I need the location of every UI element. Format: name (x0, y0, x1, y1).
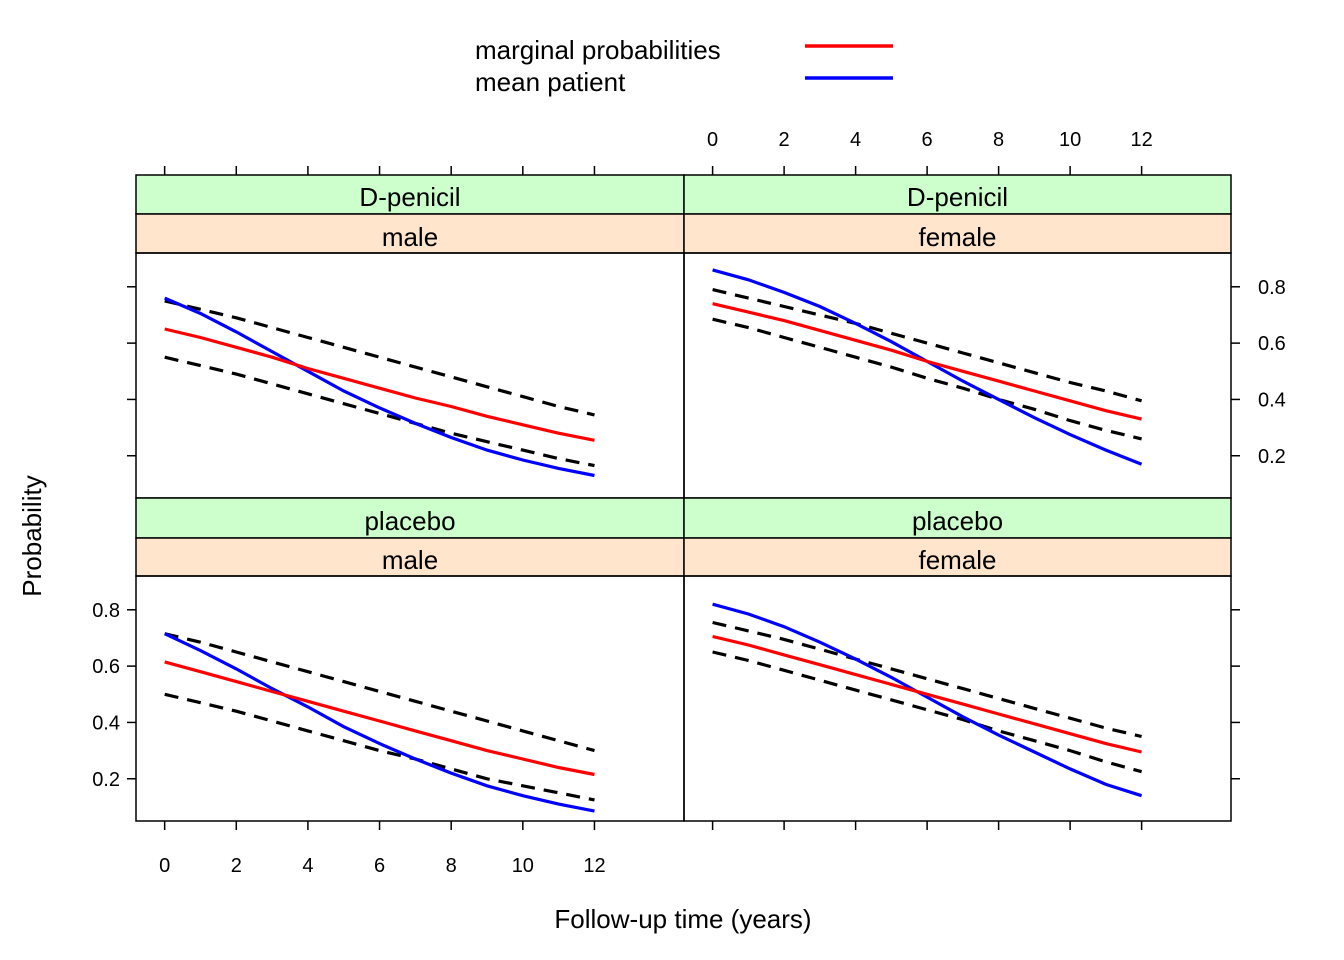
x-tick-label-top: 0 (707, 129, 718, 151)
legend-label-marginal: marginal probabilities (475, 35, 721, 65)
strip-outer (683, 174, 1232, 215)
strip-inner (683, 537, 1232, 577)
x-tick-label-top: 6 (922, 129, 933, 151)
series-upper (164, 299, 595, 417)
strip-inner (135, 213, 685, 254)
series-marginal-probabilities (164, 327, 595, 442)
strip-inner-label: male (382, 545, 438, 575)
x-tick-label-top: 2 (779, 129, 790, 151)
x-tick-label-top: 12 (1130, 129, 1152, 151)
x-tick-label-bottom: 2 (231, 855, 242, 877)
y-tick-label-right: 0.8 (1258, 277, 1286, 299)
x-tick-label-top: 10 (1059, 129, 1081, 151)
y-tick-label-left: 0.2 (92, 769, 120, 791)
x-tick-label-bottom: 0 (159, 855, 170, 877)
plot-area (683, 575, 1232, 822)
strip-outer-label: placebo (912, 506, 1003, 536)
strip-outer (135, 174, 685, 215)
x-tick-label-bottom: 4 (302, 855, 313, 877)
plot-area (135, 252, 685, 499)
panel-d-penicil-female: D-penicil female (683, 174, 1232, 499)
panel-placebo-male: placebo male (135, 497, 685, 822)
y-axis-title: Probability (17, 475, 47, 596)
series-lower (164, 692, 595, 802)
panel-d-penicil-male: D-penicil male (135, 174, 685, 499)
series-marginal-probabilities (164, 660, 595, 777)
y-tick-label-left: 0.4 (92, 712, 120, 734)
series-marginal-probabilities (712, 302, 1142, 421)
strip-outer-label: placebo (364, 506, 455, 536)
panels: D-penicilmaleD-penicilfemaleplacebomalep… (135, 174, 1232, 822)
series-mean-patient (164, 632, 595, 813)
strip-inner-label: female (918, 222, 996, 252)
strip-outer (683, 497, 1232, 539)
plot-area (683, 252, 1232, 499)
y-tick-label-right: 0.6 (1258, 333, 1286, 355)
legend-label-mean-patient: mean patient (475, 67, 626, 97)
x-axis-title: Follow-up time (years) (554, 904, 811, 934)
strip-outer-label: D-penicil (907, 182, 1008, 212)
series-mean-patient (712, 268, 1143, 466)
series-upper (712, 620, 1142, 739)
strip-outer-label: D-penicil (359, 182, 460, 212)
series-upper (164, 632, 595, 753)
x-tick-label-bottom: 10 (512, 855, 534, 877)
series-lower (712, 317, 1142, 441)
strip-inner-label: female (918, 545, 996, 575)
x-tick-label-top: 8 (993, 129, 1004, 151)
x-tick-label-bottom: 6 (374, 855, 385, 877)
y-tick-label-left: 0.6 (92, 656, 120, 678)
legend: marginal probabilities mean patient (475, 35, 893, 97)
y-tick-label-right: 0.2 (1258, 446, 1286, 468)
series-mean-patient (712, 602, 1143, 798)
series-marginal-probabilities (712, 634, 1142, 754)
x-tick-label-bottom: 8 (446, 855, 457, 877)
axis-ticks: 0 0 2 2 4 4 6 6 8 8 10 10 12 12 0.2 0.2 0.4 0.4 0.6 0.6 0.8 0… (92, 129, 1286, 877)
y-tick-label-right: 0.4 (1258, 389, 1286, 411)
strip-inner-label: male (382, 222, 438, 252)
series-upper (712, 288, 1143, 403)
y-tick-label-left: 0.8 (92, 600, 120, 622)
series-mean-patient (164, 296, 595, 478)
panel-placebo-female: placebo female (683, 497, 1232, 822)
x-tick-label-bottom: 12 (583, 855, 605, 877)
series-lower (712, 650, 1143, 774)
series-lower (164, 355, 595, 468)
x-tick-label-top: 4 (850, 129, 861, 151)
